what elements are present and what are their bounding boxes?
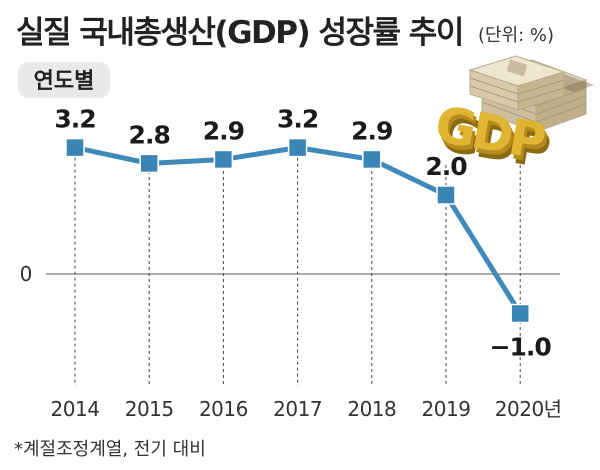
money-stack-icon [468,55,594,133]
data-point [213,149,234,170]
year-badge-bg [18,62,110,98]
unit-label: (단위: %) [478,25,554,46]
year-badge: 연도별 [34,69,95,94]
x-tick-label: 2014 [51,397,100,421]
x-tick-label: 2020년 [495,397,562,421]
x-tick-label: 2016 [199,397,248,421]
label-layer: 3.2 2.8 2.9 3.2 2.9 2.0 −1.0 [54,105,552,362]
gdp-graphic: GDP GDP GDP [431,95,553,180]
data-label: 2.9 [203,116,244,145]
data-label: 2.8 [129,120,170,149]
data-label: −1.0 [490,333,552,362]
data-point [510,303,530,324]
data-point [287,137,308,158]
data-label: 2.0 [425,152,467,181]
data-label: 3.2 [277,105,318,134]
y-tick-zero: 0 [20,262,33,286]
chart-title: 실질 국내총생산(GDP) 성장률 추이 [16,15,463,51]
series-layer [65,137,530,324]
footnote: *계절조정계열, 전기 대비 [14,439,206,460]
x-tick-label: 2017 [273,397,322,421]
data-label: 2.9 [351,116,392,145]
data-point [139,153,159,174]
x-tick-label: 2015 [125,397,174,421]
data-point [436,185,456,205]
data-label: 3.2 [54,105,95,134]
x-tick-label: 2018 [347,397,396,421]
data-point [65,137,85,158]
x-tick-label: 2019 [422,397,471,421]
x-axis-ticks: 2014 2015 2016 2017 2018 2019 2020년 [51,397,563,421]
data-point [362,149,382,170]
